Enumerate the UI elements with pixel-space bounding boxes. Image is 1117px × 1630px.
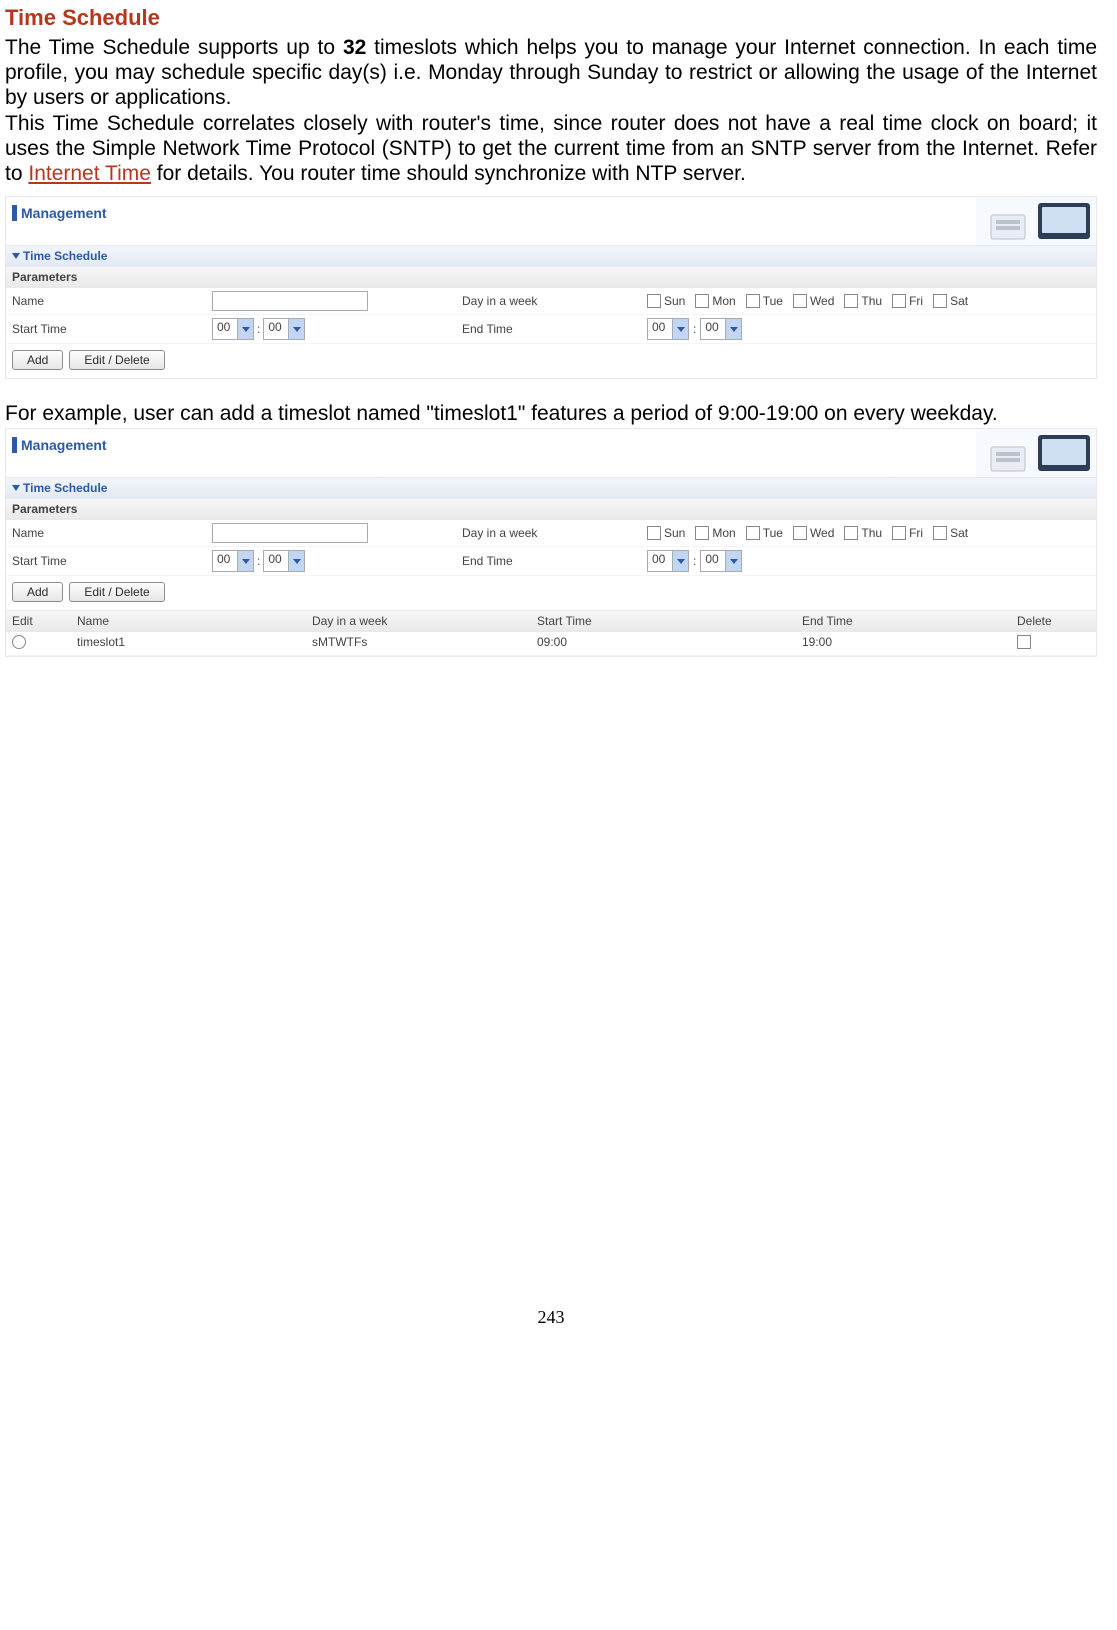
chevron-down-icon xyxy=(12,485,20,491)
start-time-label: Start Time xyxy=(12,322,212,336)
start-min-select[interactable]: 00 xyxy=(263,550,305,572)
management-bar: Management xyxy=(6,197,1096,245)
mon-checkbox[interactable] xyxy=(695,526,709,540)
sun-label: Sun xyxy=(664,526,685,540)
time-schedule-section: Time Schedule xyxy=(6,245,1096,267)
sun-label: Sun xyxy=(664,294,685,308)
wed-label: Wed xyxy=(810,526,834,540)
col-edit: Edit xyxy=(12,614,77,628)
thu-label: Thu xyxy=(861,294,882,308)
thu-checkbox[interactable] xyxy=(844,526,858,540)
management-label: Management xyxy=(21,437,107,453)
table-header: Edit Name Day in a week Start Time End T… xyxy=(6,610,1096,632)
header-graphic xyxy=(976,197,1096,245)
fri-checkbox[interactable] xyxy=(892,294,906,308)
parameters-header: Parameters xyxy=(6,267,1096,288)
tue-label: Tue xyxy=(763,526,783,540)
edit-delete-button[interactable]: Edit / Delete xyxy=(69,582,164,602)
thu-checkbox[interactable] xyxy=(844,294,858,308)
page-number: 243 xyxy=(5,1307,1097,1348)
start-min-select[interactable]: 00 xyxy=(263,318,305,340)
mon-label: Mon xyxy=(712,294,735,308)
bold-32: 32 xyxy=(343,36,366,59)
end-min-select[interactable]: 00 xyxy=(700,318,742,340)
mon-label: Mon xyxy=(712,526,735,540)
time-schedule-section: Time Schedule xyxy=(6,477,1096,499)
sat-checkbox[interactable] xyxy=(933,526,947,540)
section-label: Time Schedule xyxy=(23,249,107,263)
edit-delete-button[interactable]: Edit / Delete xyxy=(69,350,164,370)
table-row: timeslot1 sMTWTFs 09:00 19:00 xyxy=(6,632,1096,656)
name-label: Name xyxy=(12,294,212,308)
colon: : xyxy=(693,554,696,568)
text: The Time Schedule supports up to xyxy=(5,36,343,59)
header-graphic xyxy=(976,429,1096,477)
edit-radio[interactable] xyxy=(12,635,26,649)
accent-mark xyxy=(12,205,17,221)
colon: : xyxy=(257,322,260,336)
sun-checkbox[interactable] xyxy=(647,294,661,308)
text: for details. You router time should sync… xyxy=(151,162,746,185)
parameters-header: Parameters xyxy=(6,499,1096,520)
add-button[interactable]: Add xyxy=(12,350,63,370)
end-time-label: End Time xyxy=(462,322,647,336)
section-label: Time Schedule xyxy=(23,481,107,495)
start-hour-select[interactable]: 00 xyxy=(212,318,254,340)
day-label: Day in a week xyxy=(462,526,647,540)
screenshot-1: Management Time Schedule Parameters Name xyxy=(5,196,1097,379)
add-button[interactable]: Add xyxy=(12,582,63,602)
sat-label: Sat xyxy=(950,294,968,308)
name-input[interactable] xyxy=(212,523,368,543)
management-bar: Management xyxy=(6,429,1096,477)
name-label: Name xyxy=(12,526,212,540)
start-time-label: Start Time xyxy=(12,554,212,568)
accent-mark xyxy=(12,437,17,453)
fri-checkbox[interactable] xyxy=(892,526,906,540)
col-delete: Delete xyxy=(1017,614,1090,628)
name-input[interactable] xyxy=(212,291,368,311)
wed-checkbox[interactable] xyxy=(793,294,807,308)
mon-checkbox[interactable] xyxy=(695,294,709,308)
row-name: timeslot1 xyxy=(77,635,312,652)
row-day: sMTWTFs xyxy=(312,635,537,652)
end-time-label: End Time xyxy=(462,554,647,568)
tue-checkbox[interactable] xyxy=(746,294,760,308)
wed-checkbox[interactable] xyxy=(793,526,807,540)
end-hour-select[interactable]: 00 xyxy=(647,550,689,572)
day-label: Day in a week xyxy=(462,294,647,308)
internet-time-link[interactable]: Internet Time xyxy=(28,162,151,185)
fri-label: Fri xyxy=(909,526,923,540)
col-start: Start Time xyxy=(537,614,802,628)
end-min-select[interactable]: 00 xyxy=(700,550,742,572)
colon: : xyxy=(693,322,696,336)
start-hour-select[interactable]: 00 xyxy=(212,550,254,572)
thu-label: Thu xyxy=(861,526,882,540)
chevron-down-icon xyxy=(12,253,20,259)
col-end: End Time xyxy=(802,614,1017,628)
fri-label: Fri xyxy=(909,294,923,308)
sun-checkbox[interactable] xyxy=(647,526,661,540)
sat-label: Sat xyxy=(950,526,968,540)
row-start: 09:00 xyxy=(537,635,802,652)
wed-label: Wed xyxy=(810,294,834,308)
sat-checkbox[interactable] xyxy=(933,294,947,308)
intro-paragraph-2: This Time Schedule correlates closely wi… xyxy=(5,111,1097,187)
col-day: Day in a week xyxy=(312,614,537,628)
tue-label: Tue xyxy=(763,294,783,308)
screenshot-2: Management Time Schedule Parameters Name xyxy=(5,428,1097,657)
tue-checkbox[interactable] xyxy=(746,526,760,540)
delete-checkbox[interactable] xyxy=(1017,635,1031,649)
end-hour-select[interactable]: 00 xyxy=(647,318,689,340)
col-name: Name xyxy=(77,614,312,628)
example-paragraph: For example, user can add a timeslot nam… xyxy=(5,401,1097,426)
management-label: Management xyxy=(21,205,107,221)
intro-paragraph-1: The Time Schedule supports up to 32 time… xyxy=(5,35,1097,111)
colon: : xyxy=(257,554,260,568)
row-end: 19:00 xyxy=(802,635,1017,652)
page-title: Time Schedule xyxy=(5,5,1097,31)
